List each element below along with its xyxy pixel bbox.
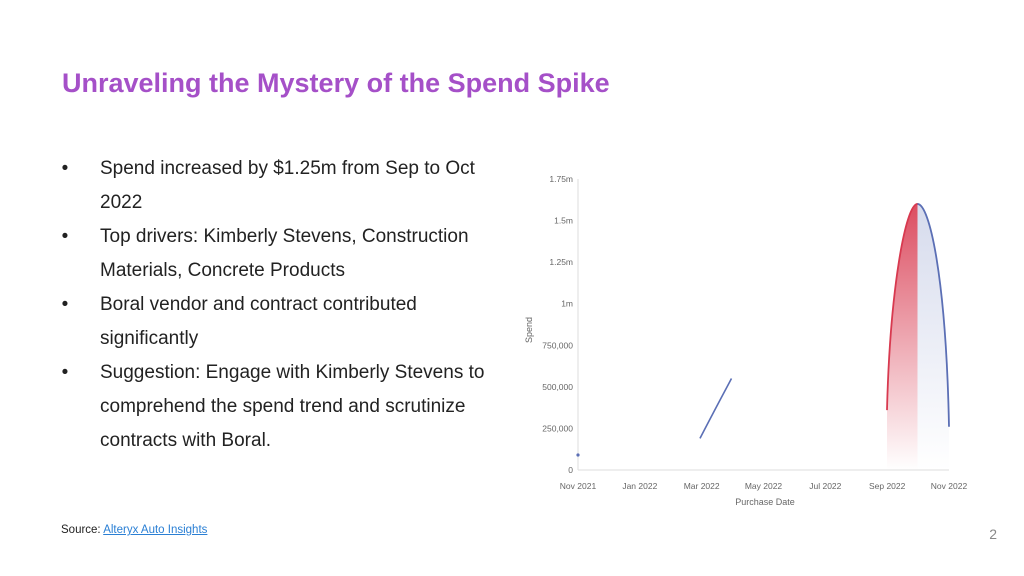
y-tick-label: 1.75m — [549, 174, 573, 184]
y-tick-label: 250,000 — [542, 423, 573, 433]
x-tick-label: Nov 2022 — [931, 481, 968, 491]
x-tick-label: Jul 2022 — [809, 481, 841, 491]
spike-fall-line — [917, 203, 950, 427]
bullet-marker: • — [61, 362, 69, 383]
y-axis-label: Spend — [524, 317, 534, 343]
page-number: 2 — [989, 526, 997, 542]
spend-line-chart: 0 250,000 500,000 750,000 1m 1.25m 1.5m 1.75m No… — [524, 174, 968, 507]
spike-fall-area — [917, 203, 949, 470]
bullet-text: Suggestion: Engage with Kimberly Stevens… — [100, 362, 485, 451]
bullet-text: Boral vendor and contract contributed si… — [100, 294, 417, 349]
bullet-item: • Boral vendor and contract contributed s… — [60, 288, 500, 356]
bullet-item: • Spend increased by $1.25m from Sep to O… — [60, 152, 500, 220]
bullet-item: • Top drivers: Kimberly Stevens, Construc… — [60, 220, 500, 288]
data-point-nov-2021 — [576, 453, 580, 457]
bullet-marker: • — [61, 294, 69, 315]
line-segment-mar-apr-2022 — [699, 378, 733, 439]
y-tick-label: 0 — [568, 465, 573, 475]
bullet-item: • Suggestion: Engage with Kimberly Steven… — [60, 356, 500, 458]
source-label: Source: — [61, 524, 104, 536]
y-tick-label: 750,000 — [542, 340, 573, 350]
x-tick-label: May 2022 — [745, 481, 783, 491]
bullet-text: Top drivers: Kimberly Stevens, Construct… — [100, 226, 469, 281]
y-tick-label: 1.25m — [549, 257, 573, 267]
source-link[interactable]: Alteryx Auto Insights — [103, 524, 208, 536]
y-tick-label: 1m — [561, 299, 573, 309]
spike-rise-line — [886, 203, 918, 411]
source-note: Source: Alteryx Auto Insights — [61, 524, 207, 536]
x-tick-label: Mar 2022 — [684, 481, 720, 491]
bullet-list: • Spend increased by $1.25m from Sep to O… — [60, 152, 500, 458]
x-axis-label: Purchase Date — [735, 497, 795, 507]
y-tick-label: 500,000 — [542, 382, 573, 392]
bullet-text: Spend increased by $1.25m from Sep to Oc… — [100, 158, 475, 213]
x-tick-label: Jan 2022 — [622, 481, 657, 491]
spike-rise-area — [886, 203, 918, 470]
slide-title: Unraveling the Mystery of the Spend Spik… — [62, 68, 610, 98]
y-tick-label: 1.5m — [554, 216, 573, 226]
x-tick-label: Sep 2022 — [869, 481, 906, 491]
x-tick-label: Nov 2021 — [560, 481, 597, 491]
bullet-marker: • — [61, 226, 69, 247]
bullet-marker: • — [61, 158, 69, 179]
